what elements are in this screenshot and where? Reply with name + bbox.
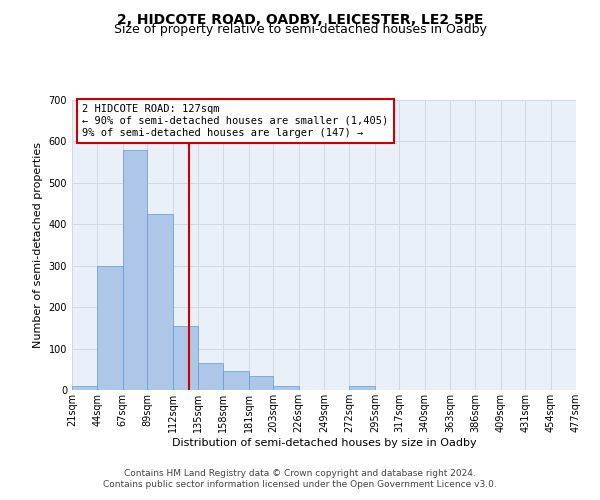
Bar	[349, 386, 375, 390]
Bar	[147, 214, 173, 390]
Bar	[173, 326, 198, 390]
Text: Size of property relative to semi-detached houses in Oadby: Size of property relative to semi-detach…	[113, 22, 487, 36]
Bar	[273, 386, 299, 390]
Text: 2, HIDCOTE ROAD, OADBY, LEICESTER, LE2 5PE: 2, HIDCOTE ROAD, OADBY, LEICESTER, LE2 5…	[117, 12, 483, 26]
Bar	[198, 363, 223, 390]
X-axis label: Distribution of semi-detached houses by size in Oadby: Distribution of semi-detached houses by …	[172, 438, 476, 448]
Text: 2 HIDCOTE ROAD: 127sqm
← 90% of semi-detached houses are smaller (1,405)
9% of s: 2 HIDCOTE ROAD: 127sqm ← 90% of semi-det…	[82, 104, 388, 138]
Bar	[97, 266, 123, 390]
Text: Contains public sector information licensed under the Open Government Licence v3: Contains public sector information licen…	[103, 480, 497, 489]
Y-axis label: Number of semi-detached properties: Number of semi-detached properties	[33, 142, 43, 348]
Bar	[72, 386, 97, 390]
Bar	[123, 150, 147, 390]
Text: Contains HM Land Registry data © Crown copyright and database right 2024.: Contains HM Land Registry data © Crown c…	[124, 468, 476, 477]
Bar	[249, 376, 273, 390]
Bar	[223, 372, 249, 390]
